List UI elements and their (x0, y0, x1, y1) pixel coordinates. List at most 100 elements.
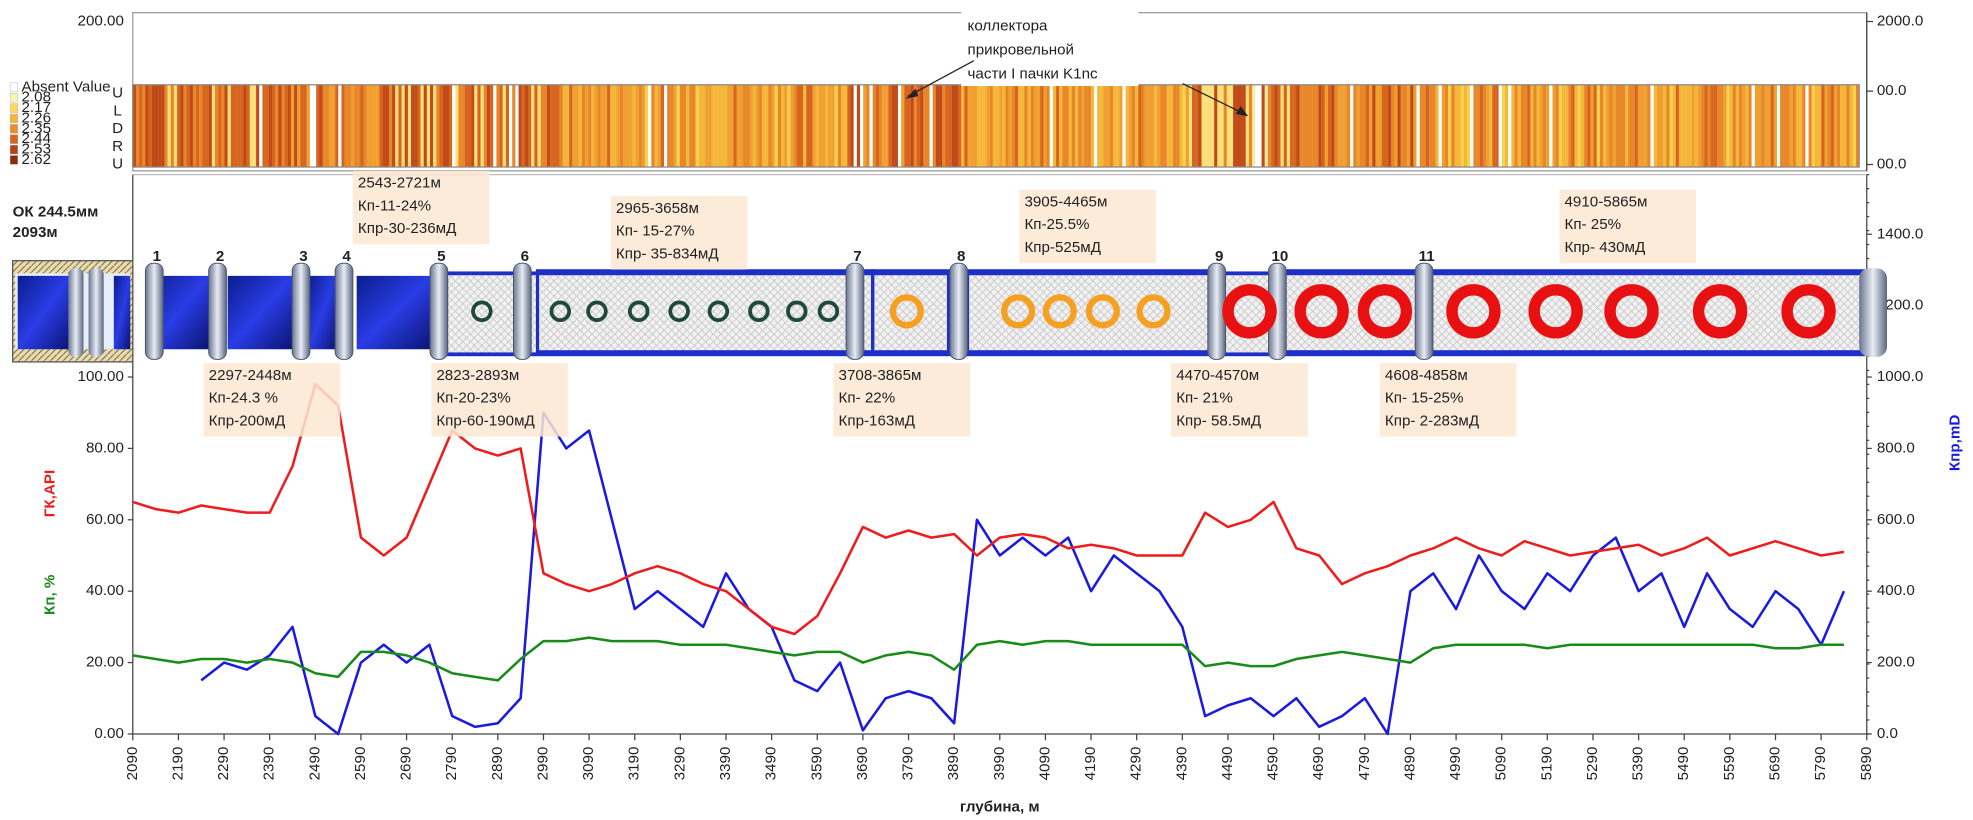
image-stripe (515, 85, 518, 167)
image-stripe (1458, 85, 1461, 167)
image-stripe (987, 85, 990, 167)
image-stripe (879, 85, 882, 167)
image-stripe (1423, 85, 1426, 167)
image-stripe (1009, 85, 1012, 167)
image-stripe (1287, 85, 1290, 167)
image-stripe (613, 85, 616, 167)
image-stripe (727, 85, 730, 167)
image-stripe (1606, 85, 1609, 167)
x-tick-label: 2390 (261, 747, 278, 781)
image-stripe (1135, 85, 1138, 167)
blank-pipe (18, 276, 71, 349)
image-stripe (632, 85, 635, 167)
image-stripe (1113, 85, 1116, 167)
image-stripe (1688, 85, 1691, 167)
image-stripe (1853, 85, 1856, 167)
image-stripe (493, 85, 496, 167)
image-stripe (1024, 85, 1027, 167)
note-line: прикровельной (968, 42, 1074, 59)
image-stripe (1426, 85, 1429, 167)
annotation-line: Кп- 25% (1564, 216, 1621, 233)
y2-tick-label: 1000.0 (1877, 368, 1923, 385)
image-stripe (1578, 85, 1581, 167)
image-right-label: 00.0 (1877, 82, 1907, 99)
image-stripe (161, 85, 164, 167)
image-stripe (1085, 85, 1088, 167)
image-stripe (348, 85, 351, 167)
image-stripe (1189, 85, 1192, 167)
packer (430, 263, 448, 359)
image-stripe (1515, 85, 1518, 167)
image-stripe (1078, 85, 1081, 167)
image-stripe (1129, 85, 1132, 167)
image-stripe (288, 85, 291, 167)
image-stripe (1666, 85, 1669, 167)
annotation-line: Кпр-163мД (839, 412, 916, 429)
image-stripe (228, 85, 231, 167)
image-stripe (430, 85, 433, 167)
packer (209, 263, 227, 359)
image-stripe (923, 85, 926, 167)
image-stripe (1066, 85, 1069, 167)
x-axis-title: глубина, м (960, 798, 1040, 815)
annotation-line: Кп- 21% (1176, 390, 1233, 407)
image-stripe (1233, 85, 1236, 167)
image-stripe (1483, 85, 1486, 167)
annotation-line: 2823-2893м (436, 367, 519, 384)
image-stripe (1243, 85, 1246, 167)
image-stripe (1632, 85, 1635, 167)
image-stripe (1262, 85, 1265, 167)
image-stripe (462, 85, 465, 167)
x-tick-label: 2690 (398, 747, 415, 781)
image-stripe (199, 85, 202, 167)
legend-swatch (10, 145, 18, 154)
y-axis-title: ГК,API (42, 470, 59, 517)
image-stripe (689, 85, 692, 167)
x-tick-label: 5190 (1538, 747, 1555, 781)
image-stripe (1641, 85, 1644, 167)
image-stripe (1505, 85, 1508, 167)
image-stripe (686, 85, 689, 167)
image-stripe (1492, 85, 1495, 167)
image-stripe (243, 85, 246, 167)
image-stripe (1828, 85, 1831, 167)
image-stripe (598, 85, 601, 167)
packer-number: 2 (216, 248, 224, 265)
image-stripe (319, 85, 322, 167)
packer (145, 263, 163, 359)
image-stripe (1628, 85, 1631, 167)
image-stripe (1635, 85, 1638, 167)
image-stripe (1749, 85, 1752, 167)
image-stripe (1192, 85, 1195, 167)
image-stripe (734, 85, 737, 167)
image-stripe (895, 85, 898, 167)
image-stripe (1325, 85, 1328, 167)
image-stripe (1337, 85, 1340, 167)
image-stripe (1012, 85, 1015, 167)
image-stripe (360, 85, 363, 167)
image-stripe (547, 85, 550, 167)
image-stripe (1847, 85, 1850, 167)
image-stripe (1088, 85, 1091, 167)
image-stripe (1246, 85, 1249, 167)
image-stripe (367, 85, 370, 167)
image-stripe (1673, 85, 1676, 167)
image-stripe (386, 85, 389, 167)
image-stripe (1783, 85, 1786, 167)
y-tick-label: 100.00 (78, 368, 124, 385)
image-stripe (607, 85, 610, 167)
x-tick-label: 4090 (1036, 747, 1053, 781)
image-stripe (202, 85, 205, 167)
image-stripe (253, 85, 256, 167)
x-tick-label: 2890 (489, 747, 506, 781)
image-stripe (383, 85, 386, 167)
image-stripe (237, 85, 240, 167)
image-stripe (1467, 85, 1470, 167)
image-stripe (1496, 85, 1499, 167)
image-stripe (1755, 85, 1758, 167)
image-stripe (1663, 85, 1666, 167)
image-stripe (1167, 85, 1170, 167)
image-stripe (1774, 85, 1777, 167)
image-stripe (1745, 85, 1748, 167)
image-stripe (1034, 85, 1037, 167)
